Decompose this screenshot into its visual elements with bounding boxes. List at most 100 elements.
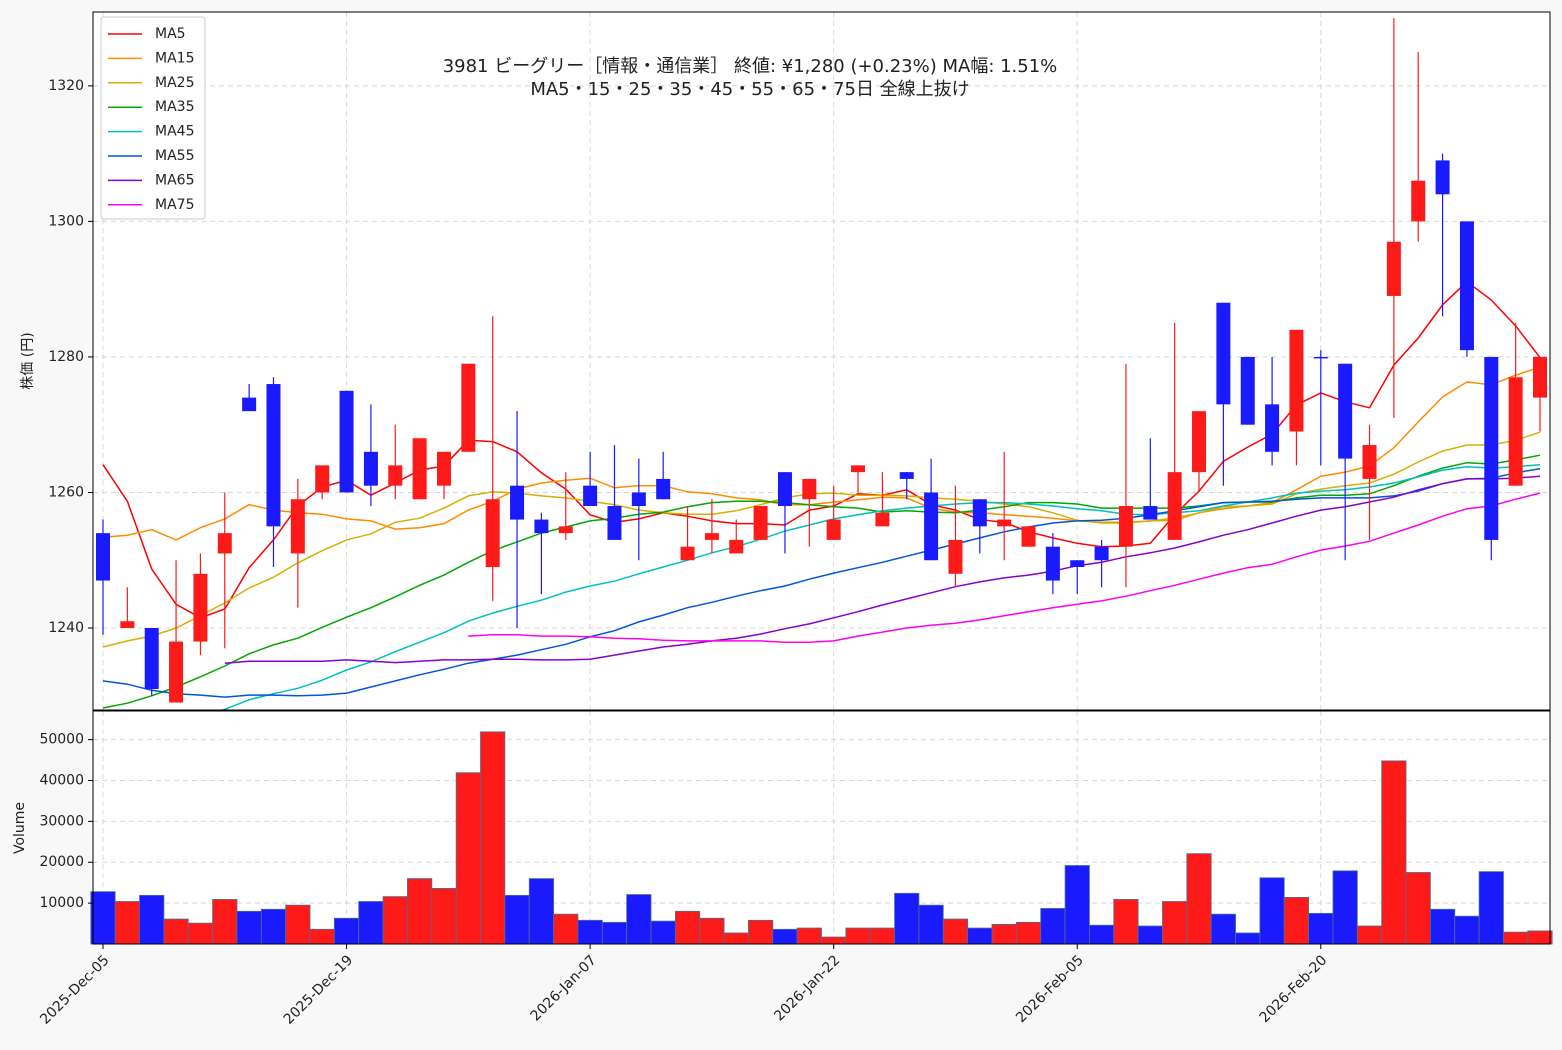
volume-bar [260, 908, 287, 945]
legend-label: MA25 [155, 75, 194, 91]
candle-body [534, 519, 549, 534]
volume-bar [1454, 915, 1480, 945]
y-tick-label: 30000 [39, 813, 84, 829]
volume-bar [942, 918, 969, 945]
volume-bar [967, 927, 993, 945]
y-tick-label: 1300 [48, 213, 84, 229]
volume-bar [187, 922, 214, 945]
legend-label: MA45 [155, 124, 194, 140]
volume-bar [528, 878, 554, 945]
volume-bar [1186, 853, 1212, 945]
volume-axis-label: Volume [12, 802, 28, 854]
ma-line [102, 467, 1541, 698]
volume-bar [333, 917, 360, 945]
candle-body [1484, 356, 1499, 540]
candle-body [363, 451, 378, 486]
candle-body [607, 506, 622, 540]
candle-body [704, 533, 719, 540]
candle-body [485, 499, 500, 568]
y-tick-label: 10000 [39, 895, 84, 911]
volume-bar [1356, 925, 1383, 945]
candle-body [899, 472, 914, 479]
legend-label: MA15 [155, 50, 194, 66]
candle-body [436, 451, 451, 486]
candle-body [1386, 241, 1401, 296]
candle-body [193, 573, 208, 642]
candle-body [656, 478, 671, 500]
volume-bar [772, 928, 798, 945]
volume-bar [918, 904, 944, 945]
candle-body [1118, 506, 1133, 547]
volume-bar [1478, 871, 1504, 945]
volume-bar [1137, 925, 1163, 945]
volume-bar [212, 899, 238, 945]
volume-bar [1308, 912, 1334, 945]
candle-body [851, 465, 866, 473]
candle-body [1240, 356, 1255, 425]
candle-body [1313, 356, 1328, 359]
x-tick-label: 2026-Jan-22 [771, 952, 843, 1024]
y-tick-label: 1320 [48, 78, 84, 94]
volume-bar [1332, 870, 1358, 945]
price-frame [92, 11, 1551, 711]
volume-bar [723, 932, 749, 945]
candle-body [558, 526, 573, 534]
legend-box [100, 16, 206, 220]
candle-body [510, 485, 525, 520]
volume-bar [90, 891, 116, 945]
candle-body [388, 465, 403, 486]
plot-layer [90, 12, 1553, 945]
volume-bar [309, 928, 335, 945]
ma-line [468, 492, 1541, 643]
candle-body [777, 472, 792, 507]
volume-bar [480, 731, 506, 945]
volume-bar [1527, 930, 1553, 945]
candle-body [997, 519, 1012, 527]
volume-bar [674, 910, 701, 945]
y-tick-label: 40000 [39, 772, 84, 788]
candle-body [1533, 356, 1547, 398]
candle-body [144, 628, 159, 689]
volume-bar [504, 894, 530, 945]
y-axis-label: 株価 (円) [20, 332, 36, 389]
y-tick-label: 1260 [48, 484, 84, 500]
candle-body [631, 492, 646, 507]
volume-bar [1429, 908, 1456, 945]
volume-bar [455, 772, 481, 945]
ma-line [102, 454, 1541, 709]
legend-label: MA75 [155, 197, 194, 213]
legend-label: MA55 [155, 148, 194, 164]
volume-bar [650, 920, 676, 945]
candle-body [729, 539, 744, 554]
candle-body [1362, 445, 1377, 479]
candle-body [1094, 546, 1109, 561]
volume-bar [1235, 932, 1261, 945]
candle-body [120, 621, 135, 629]
candle-body [802, 478, 817, 500]
volume-bar [1089, 924, 1115, 945]
volume-bar [821, 936, 847, 945]
price-panel [93, 12, 1550, 710]
x-tick-label: 2026-Feb-05 [1013, 952, 1087, 1026]
volume-bar [1259, 877, 1285, 945]
candle-body [1508, 377, 1523, 486]
candle-body [461, 363, 476, 452]
candle-body [1289, 329, 1304, 432]
volume-bar [626, 894, 652, 945]
volume-bar [1162, 901, 1188, 945]
volume-bar [577, 919, 603, 945]
volume-frame [92, 710, 1551, 945]
candle-body [169, 641, 184, 703]
legend-label: MA65 [155, 172, 194, 188]
volume-bar [601, 921, 628, 945]
volume-bar [285, 904, 311, 945]
volume-bar [894, 892, 920, 945]
volume-bar [1381, 760, 1407, 945]
candle-body [1167, 472, 1182, 540]
candle-body [315, 465, 330, 493]
candle-body [1143, 506, 1158, 520]
legend-label: MA5 [155, 26, 186, 42]
candle-body [1435, 160, 1450, 195]
candle-body [290, 499, 305, 554]
x-tick-label: 2025-Dec-19 [281, 952, 356, 1027]
